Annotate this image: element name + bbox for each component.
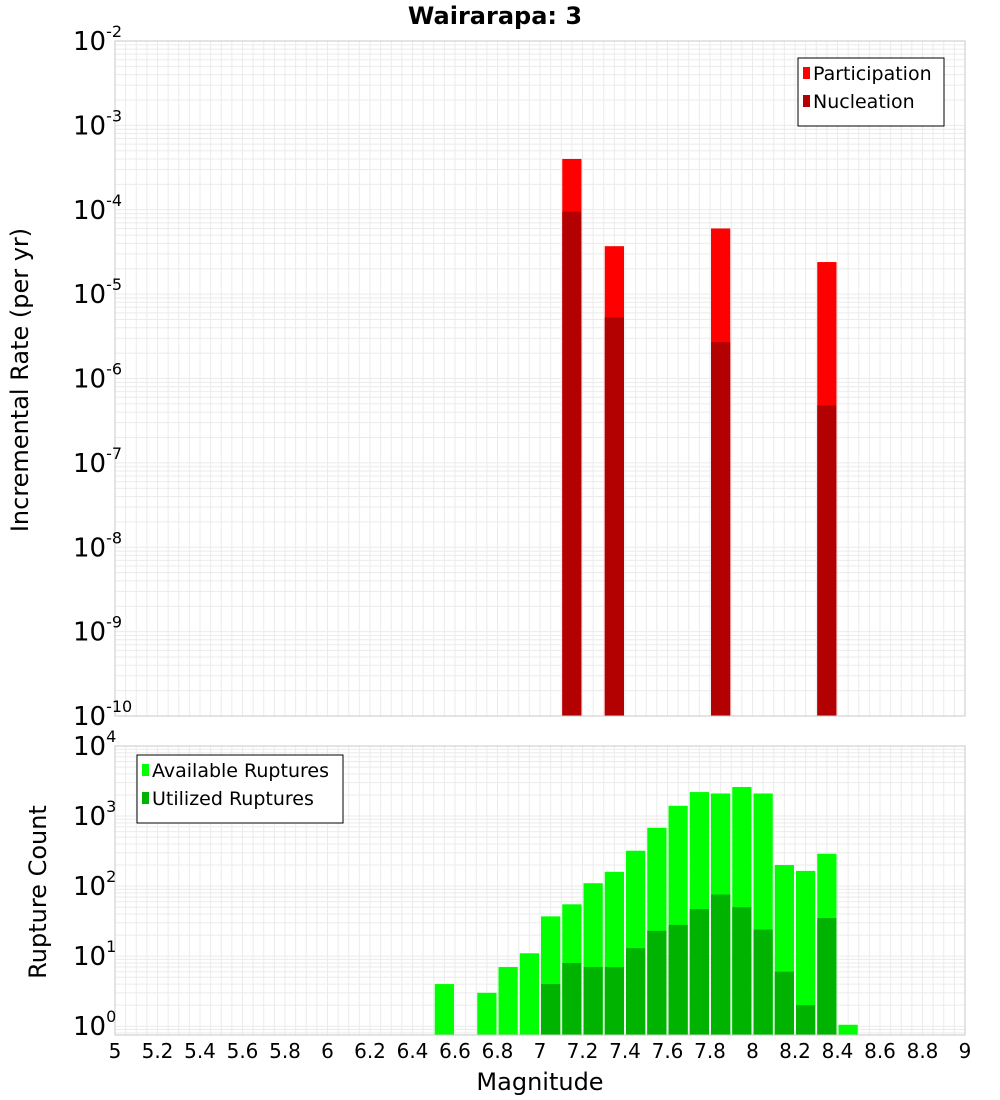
utilized-ruptures-bar	[689, 909, 709, 1035]
x-tick-label: 7	[534, 1039, 547, 1063]
utilized-ruptures-bar	[647, 930, 667, 1035]
bottom-y-tick-label: 104	[73, 727, 116, 762]
x-tick-label: 9	[959, 1039, 972, 1063]
top-y-tick-label: 10-5	[73, 275, 122, 310]
x-tick-label: 8.6	[864, 1039, 896, 1063]
nucleation-bar	[562, 211, 582, 716]
nucleation-legend-label: Nucleation	[813, 91, 915, 113]
x-tick-label: 6.8	[482, 1039, 514, 1063]
utilized-ruptures-legend-label: Utilized Ruptures	[152, 788, 314, 810]
top-legend: Participation Nucleation	[797, 57, 945, 127]
top-y-tick-label: 10-9	[73, 613, 122, 648]
x-tick-label: 8.4	[822, 1039, 854, 1063]
available-ruptures-bar	[498, 967, 518, 1035]
top-y-tick-label: 10-10	[73, 697, 132, 732]
utilized-ruptures-bar	[817, 918, 837, 1035]
x-tick-label: 8.2	[779, 1039, 811, 1063]
bottom-y-tick-label: 101	[73, 937, 116, 972]
x-tick-label: 8.8	[907, 1039, 939, 1063]
utilized-ruptures-bar	[711, 894, 731, 1035]
nucleation-bar	[711, 342, 731, 716]
x-tick-label: 6.4	[397, 1039, 429, 1063]
utilized-ruptures-bar	[774, 971, 794, 1035]
bottom-y-tick-label: 100	[73, 1007, 116, 1042]
top-y-tick-label: 10-6	[73, 360, 122, 395]
top-bars	[562, 158, 837, 717]
top-legend-box	[797, 57, 945, 127]
bottom-panel-rupture-count-chart: 100 101 102 103 104 5 5.2 5.4 5.6 5.8 6 6.2 6.4 6.6 6…	[24, 727, 971, 1096]
bottom-legend: Available Ruptures Utilized Ruptures	[136, 754, 344, 824]
x-tick-label: 5.4	[184, 1039, 216, 1063]
participation-legend-label: Participation	[813, 63, 932, 85]
available-ruptures-legend-swatch	[142, 764, 149, 776]
top-y-tick-label: 10-4	[73, 191, 122, 226]
x-tick-label: 5.8	[269, 1039, 301, 1063]
available-ruptures-bar	[838, 1024, 858, 1035]
top-y-axis-label: Incremental Rate (per yr)	[6, 228, 34, 532]
available-ruptures-legend-label: Available Ruptures	[152, 760, 329, 782]
available-ruptures-bar	[477, 992, 497, 1035]
utilized-ruptures-bar	[753, 929, 773, 1035]
utilized-ruptures-bar	[562, 962, 582, 1035]
top-plot-frame	[114, 40, 966, 717]
x-tick-label: 8	[746, 1039, 759, 1063]
x-tick-label: 6.2	[354, 1039, 386, 1063]
top-y-tick-labels: 10-10 10-9 10-8 10-7 10-6 10-5 10-4 10-3 10-2	[73, 22, 132, 732]
nucleation-bar	[817, 405, 837, 716]
bottom-y-axis-label: Rupture Count	[24, 805, 52, 979]
x-axis-label: Magnitude	[476, 1068, 603, 1096]
available-ruptures-bar	[519, 953, 539, 1035]
utilized-ruptures-bar	[668, 924, 688, 1035]
x-tick-label: 5.2	[142, 1039, 174, 1063]
available-ruptures-bar	[796, 870, 816, 1035]
bottom-legend-box	[136, 754, 344, 824]
top-y-tick-label: 10-2	[73, 22, 122, 57]
x-tick-label: 5	[109, 1039, 122, 1063]
utilized-ruptures-bar	[732, 907, 752, 1035]
bottom-y-tick-label: 102	[73, 867, 116, 902]
utilized-ruptures-bar	[583, 967, 603, 1035]
bottom-bars	[434, 786, 858, 1035]
x-tick-label: 7.6	[652, 1039, 684, 1063]
x-tick-label: 7.8	[694, 1039, 726, 1063]
utilized-ruptures-bar	[604, 967, 624, 1035]
top-y-tick-label: 10-7	[73, 444, 122, 479]
chart-title: Wairarapa: 3	[408, 2, 582, 30]
utilized-ruptures-bar	[796, 1005, 816, 1035]
nucleation-legend-swatch	[803, 95, 810, 107]
bottom-y-tick-labels: 100 101 102 103 104	[73, 727, 116, 1042]
x-tick-label: 5.6	[227, 1039, 259, 1063]
x-tick-label: 7.2	[567, 1039, 599, 1063]
bottom-y-tick-label: 103	[73, 797, 116, 832]
nucleation-bar	[604, 317, 624, 716]
x-tick-label: 7.4	[609, 1039, 641, 1063]
available-ruptures-bar	[434, 984, 454, 1035]
participation-legend-swatch	[803, 67, 810, 79]
utilized-ruptures-legend-swatch	[142, 792, 149, 804]
utilized-ruptures-bar	[541, 984, 561, 1035]
top-grid	[115, 41, 965, 716]
bottom-x-tick-labels: 5 5.2 5.4 5.6 5.8 6 6.2 6.4 6.6 6.8 7 7.2 7.4 7.6 7.8 8…	[109, 1039, 972, 1063]
top-y-tick-label: 10-8	[73, 528, 122, 563]
x-tick-label: 6	[321, 1039, 334, 1063]
utilized-ruptures-bar	[626, 948, 646, 1035]
top-panel-rate-chart: 10-10 10-9 10-8 10-7 10-6 10-5 10-4 10-3 10-2 In…	[6, 22, 966, 732]
bottom-plot-frame	[114, 745, 966, 1036]
x-tick-label: 6.6	[439, 1039, 471, 1063]
top-y-tick-label: 10-3	[73, 106, 122, 141]
